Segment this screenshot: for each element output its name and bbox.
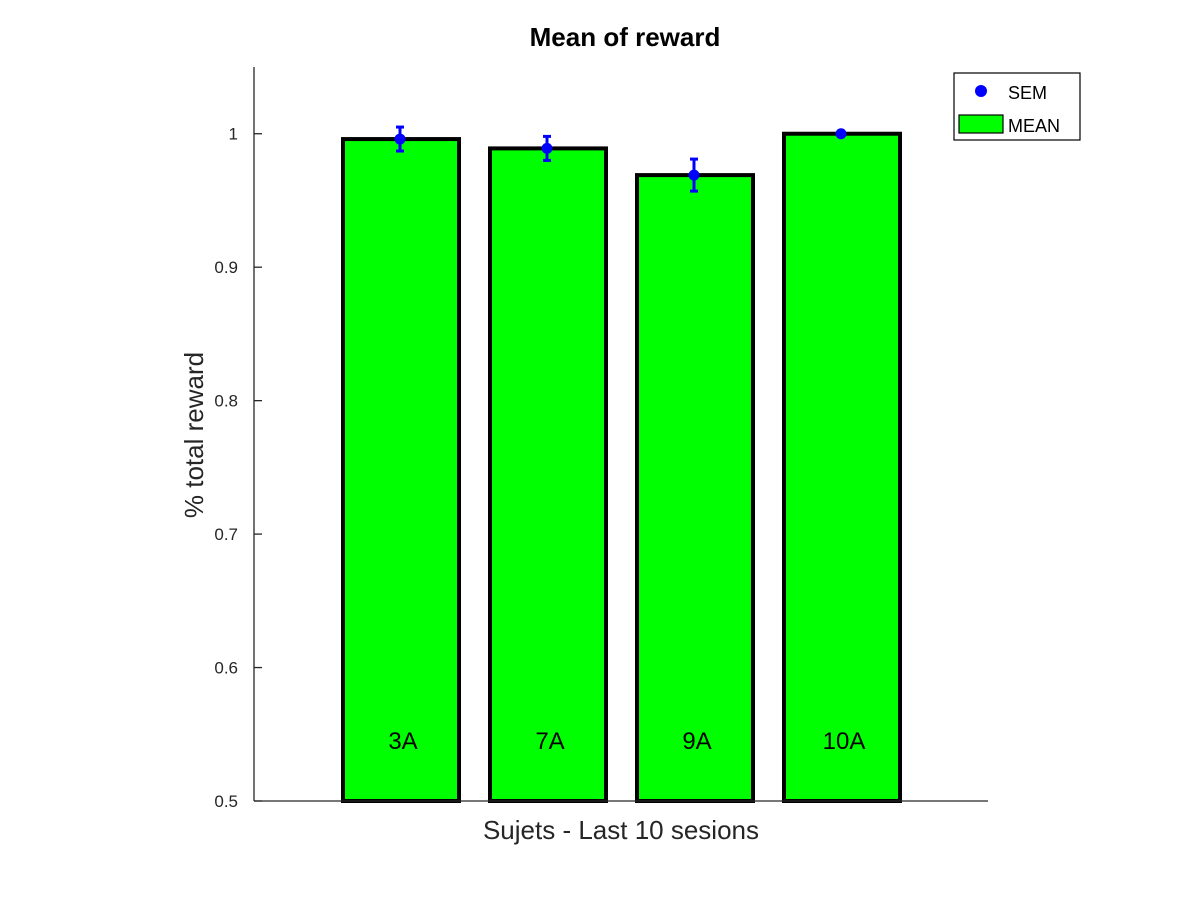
y-tick-label-0.8: 0.8 [214,392,238,411]
bar-10A [782,131,902,803]
x-axis-label: Sujets - Last 10 sesions [483,815,759,845]
legend-mean-marker [958,114,1004,134]
sem-point-7A [541,142,553,154]
bar-label-9A: 9A [682,728,711,755]
sem-point-10A [835,128,847,140]
bars-layer: 3A 7A 9A 10A [341,131,902,804]
sem-point-3A [394,133,406,145]
legend: SEM MEAN [953,72,1081,141]
bar-label-7A: 7A [535,728,564,755]
sem-point-9A [688,169,700,181]
y-tick-label-0.7: 0.7 [214,525,238,544]
y-tick-label-0.9: 0.9 [214,258,238,277]
bar-7A [488,146,608,803]
y-tick-label-0.6: 0.6 [214,659,238,678]
y-axis-label: % total reward [179,352,209,518]
bar-label-3A: 3A [388,728,417,755]
legend-sem-label: SEM [1008,83,1047,103]
y-tick-label-1: 1 [229,125,238,144]
chart-title: Mean of reward [530,22,721,52]
legend-sem-marker [975,85,987,97]
y-tick-label-0.5: 0.5 [214,792,238,811]
axes-layer: 0.5 0.6 0.7 0.8 0.9 1 [214,67,988,811]
bar-9A [635,173,755,803]
bar-label-10A: 10A [823,728,866,755]
bar-3A [341,137,461,804]
error-bars-layer [394,125,847,193]
legend-mean-label: MEAN [1008,116,1060,136]
